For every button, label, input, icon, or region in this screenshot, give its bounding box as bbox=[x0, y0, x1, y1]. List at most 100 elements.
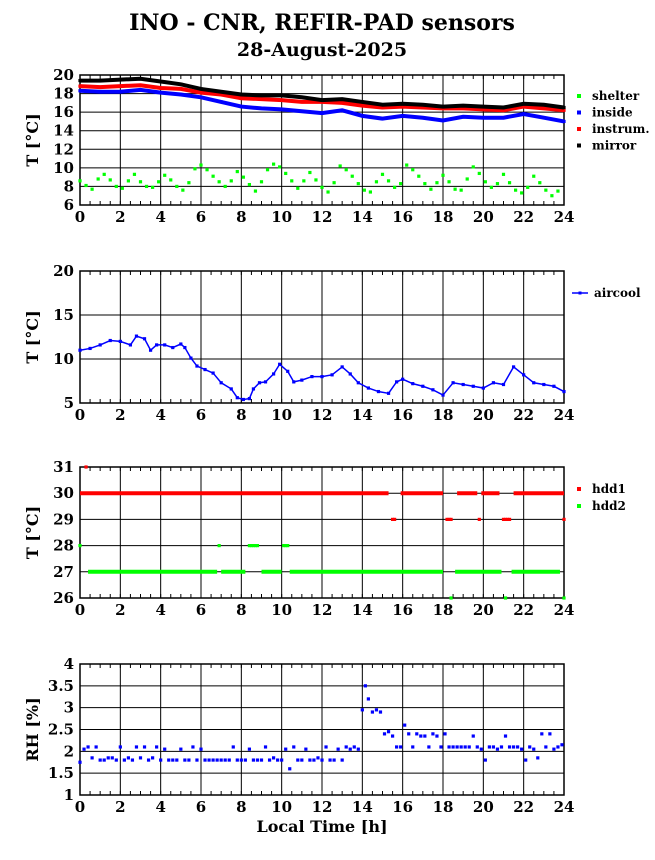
x-tick-label: 16 bbox=[392, 406, 413, 424]
data-point bbox=[499, 745, 504, 749]
data-point bbox=[108, 338, 112, 343]
legend-marker bbox=[577, 110, 581, 115]
data-point bbox=[501, 382, 506, 387]
data-point bbox=[118, 84, 122, 88]
data-point bbox=[179, 342, 183, 346]
data-point bbox=[215, 758, 219, 762]
data-point bbox=[280, 107, 284, 111]
data-point bbox=[441, 118, 445, 123]
x-tick-label: 12 bbox=[312, 208, 333, 226]
data-point bbox=[552, 384, 556, 388]
data-point bbox=[78, 760, 82, 764]
x-tick-label: 24 bbox=[554, 601, 575, 619]
data-point bbox=[284, 747, 288, 751]
data-point bbox=[356, 381, 360, 385]
data-point bbox=[106, 756, 110, 760]
data-point bbox=[308, 758, 312, 762]
y-tick-label: 20 bbox=[53, 66, 74, 84]
data-point bbox=[439, 745, 443, 749]
data-point bbox=[540, 732, 544, 736]
data-point bbox=[138, 756, 143, 760]
data-point bbox=[507, 181, 512, 185]
data-point bbox=[356, 747, 360, 751]
data-point bbox=[292, 745, 296, 749]
data-point bbox=[366, 386, 370, 390]
data-point bbox=[370, 710, 375, 714]
data-point bbox=[382, 732, 387, 736]
data-point bbox=[259, 758, 264, 762]
data-point bbox=[155, 745, 159, 749]
data-point bbox=[259, 180, 264, 184]
series-hdd2 bbox=[78, 544, 566, 600]
legend-marker bbox=[578, 291, 582, 295]
x-tick-label: 22 bbox=[513, 601, 534, 619]
data-point bbox=[118, 339, 122, 343]
data-point bbox=[542, 103, 546, 107]
legend-label: hdd1 bbox=[592, 482, 626, 496]
series-hdd1 bbox=[80, 465, 566, 521]
data-point bbox=[495, 182, 500, 186]
data-point bbox=[455, 745, 459, 749]
data-point bbox=[157, 180, 161, 184]
data-point bbox=[399, 745, 403, 749]
data-point bbox=[360, 104, 364, 108]
data-point bbox=[247, 747, 251, 751]
data-point bbox=[239, 104, 243, 109]
data-point bbox=[138, 83, 143, 87]
data-point bbox=[187, 181, 191, 185]
data-point bbox=[286, 369, 290, 373]
data-point bbox=[380, 172, 385, 176]
data-point bbox=[183, 345, 187, 350]
data-point bbox=[191, 745, 195, 749]
data-point bbox=[451, 381, 455, 385]
data-point bbox=[491, 381, 496, 385]
data-point bbox=[326, 190, 330, 194]
data-point bbox=[110, 756, 114, 760]
legend-marker bbox=[577, 94, 581, 98]
data-point bbox=[483, 758, 487, 762]
data-point bbox=[542, 116, 546, 120]
data-point bbox=[386, 391, 391, 395]
data-point bbox=[503, 734, 508, 738]
data-point bbox=[338, 164, 342, 168]
data-point bbox=[542, 382, 546, 387]
legend-marker bbox=[577, 127, 581, 131]
y-tick-label: 29 bbox=[53, 510, 74, 528]
x-tick-label: 18 bbox=[433, 798, 454, 816]
data-point bbox=[356, 182, 360, 186]
data-point bbox=[223, 758, 227, 762]
data-point bbox=[403, 723, 407, 727]
data-point bbox=[471, 734, 475, 738]
plot-frame bbox=[79, 663, 565, 796]
data-point bbox=[421, 384, 425, 388]
data-point bbox=[314, 178, 318, 182]
data-point bbox=[98, 758, 102, 762]
data-point bbox=[159, 79, 163, 84]
data-point bbox=[449, 596, 453, 600]
data-point bbox=[259, 106, 264, 111]
data-point bbox=[386, 730, 391, 734]
data-point bbox=[263, 380, 268, 384]
y-tick-label: 8 bbox=[64, 177, 74, 195]
data-point bbox=[78, 179, 82, 183]
data-point bbox=[511, 745, 516, 749]
data-point bbox=[447, 745, 451, 749]
data-point bbox=[179, 82, 183, 86]
data-point bbox=[481, 116, 485, 120]
y-axis-label: T [°C] bbox=[23, 310, 42, 363]
legend-marker bbox=[577, 143, 581, 148]
legend-label: shelter bbox=[592, 89, 640, 103]
data-point bbox=[82, 747, 86, 751]
data-point bbox=[278, 165, 282, 169]
figure-title: INO - CNR, REFIR-PAD sensors bbox=[129, 10, 515, 36]
data-point bbox=[286, 544, 290, 548]
legend-marker bbox=[577, 487, 581, 491]
data-point bbox=[320, 758, 324, 762]
data-point bbox=[461, 382, 465, 387]
data-point bbox=[465, 177, 469, 181]
data-point bbox=[179, 92, 183, 97]
data-point bbox=[90, 187, 94, 191]
data-point bbox=[118, 745, 122, 749]
